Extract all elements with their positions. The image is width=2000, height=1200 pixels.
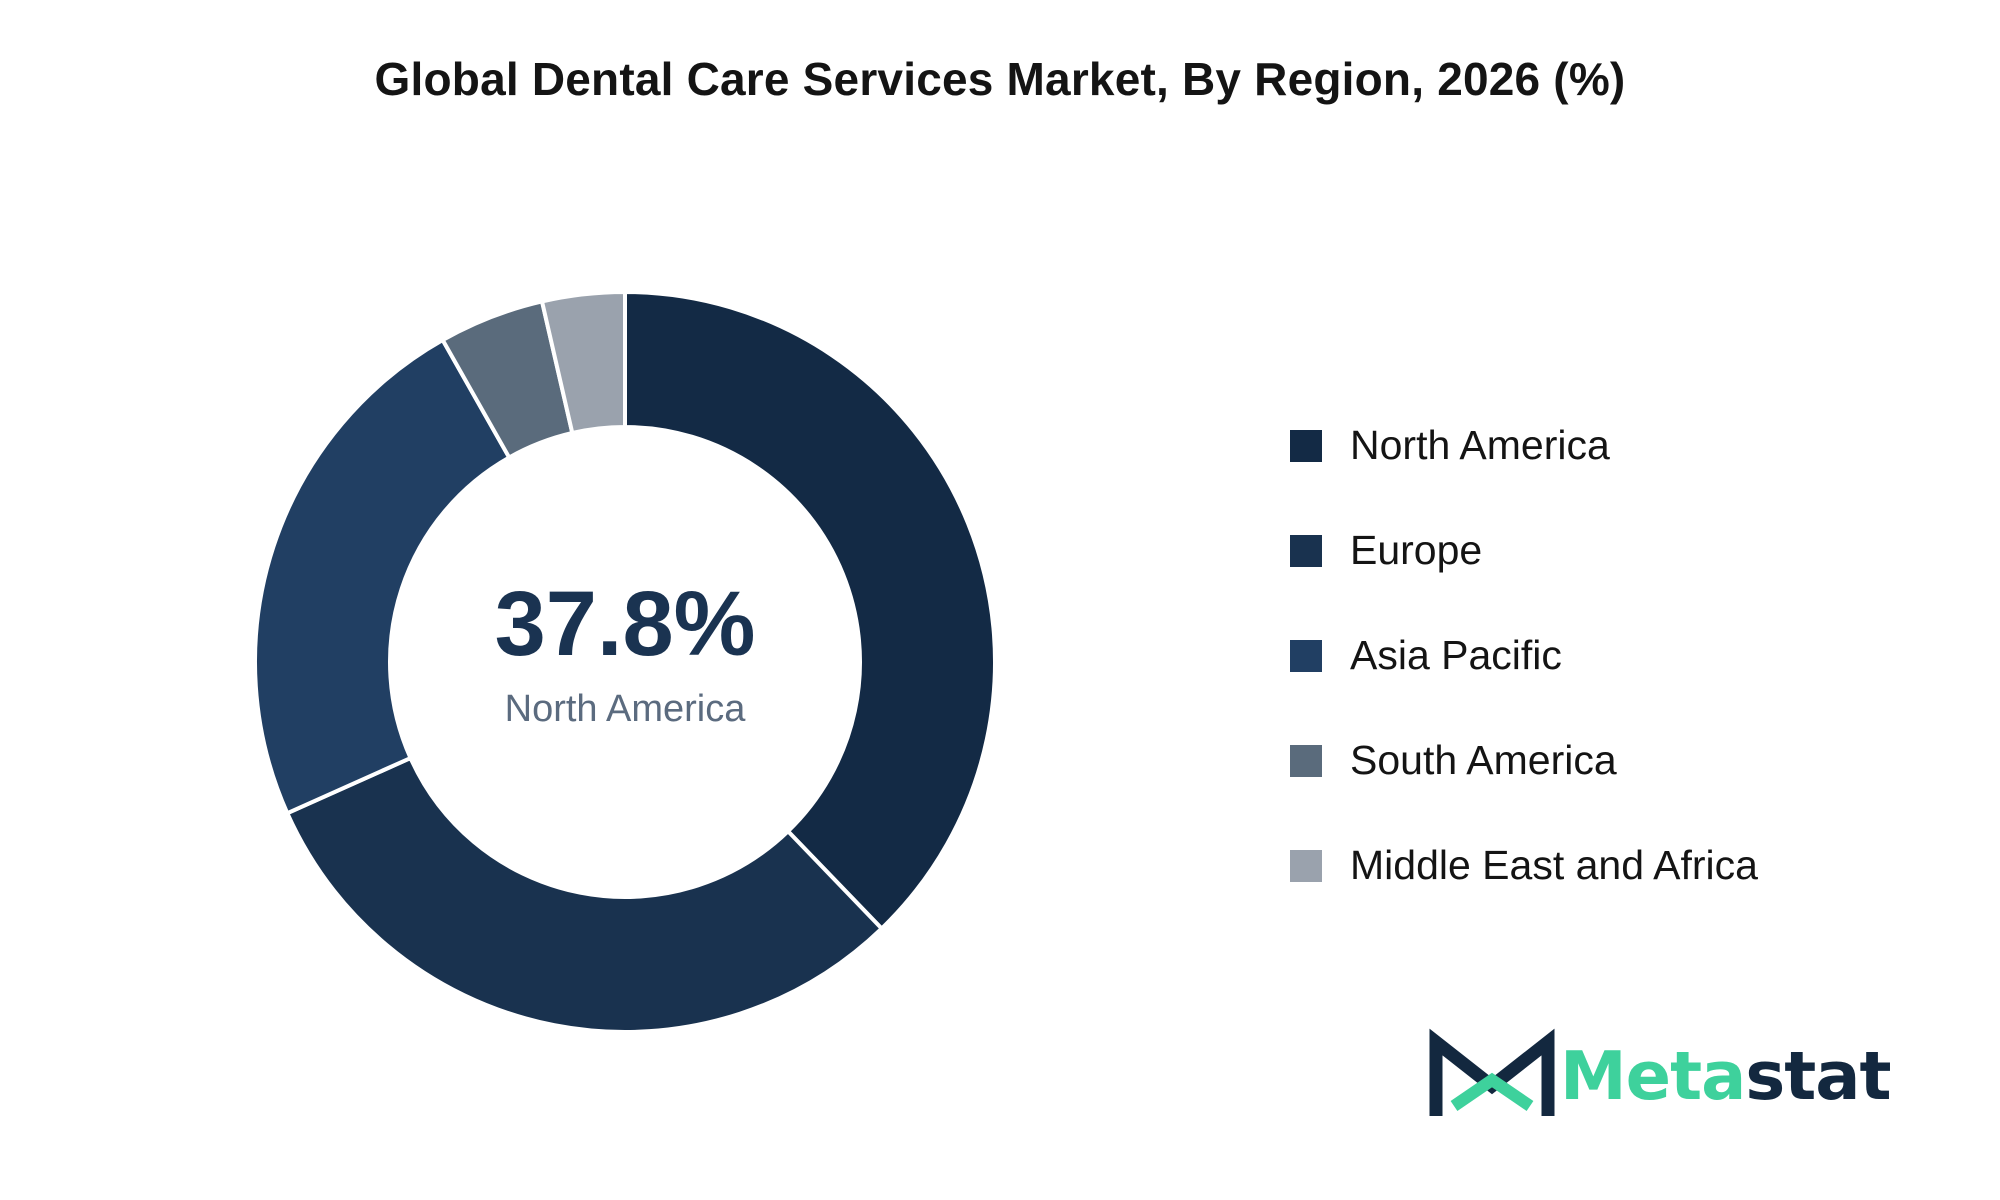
donut-slice-middle-east-and-africa [539, 289, 627, 436]
metastat-logo: Metastat [1428, 1028, 1892, 1124]
donut-chart [253, 289, 997, 1034]
logo-text-stat: stat [1745, 1036, 1891, 1115]
legend-swatch [1290, 849, 1322, 882]
legend-item-south-america: South America [1290, 708, 1758, 813]
legend-label: Europe [1350, 527, 1483, 573]
center-value: 37.8% [494, 573, 756, 675]
legend-swatch [1290, 639, 1322, 672]
legend-label: Middle East and Africa [1350, 842, 1758, 888]
metastat-m-icon [1429, 1028, 1555, 1116]
donut-slice-europe [284, 755, 885, 1034]
donut-slice-north-america [623, 289, 997, 932]
legend-label: Asia Pacific [1350, 632, 1562, 678]
legend-item-europe: Europe [1290, 498, 1758, 603]
logo-text-meta: Meta [1560, 1036, 1746, 1115]
legend-label: North America [1350, 422, 1610, 468]
donut-slice-asia-pacific [253, 337, 512, 816]
chart-title: Global Dental Care Services Market, By R… [374, 53, 1626, 105]
legend-item-asia-pacific: Asia Pacific [1290, 603, 1758, 708]
logo-text: Metastat [1560, 1042, 1892, 1110]
legend-swatch [1290, 744, 1322, 777]
legend: North America Europe Asia Pacific South … [1290, 393, 1758, 918]
legend-item-north-america: North America [1290, 393, 1758, 498]
legend-label: South America [1350, 737, 1617, 783]
center-label: North America [504, 688, 746, 730]
legend-swatch [1290, 429, 1322, 462]
legend-item-middle-east-and-africa: Middle East and Africa [1290, 813, 1758, 918]
legend-swatch [1290, 534, 1322, 567]
